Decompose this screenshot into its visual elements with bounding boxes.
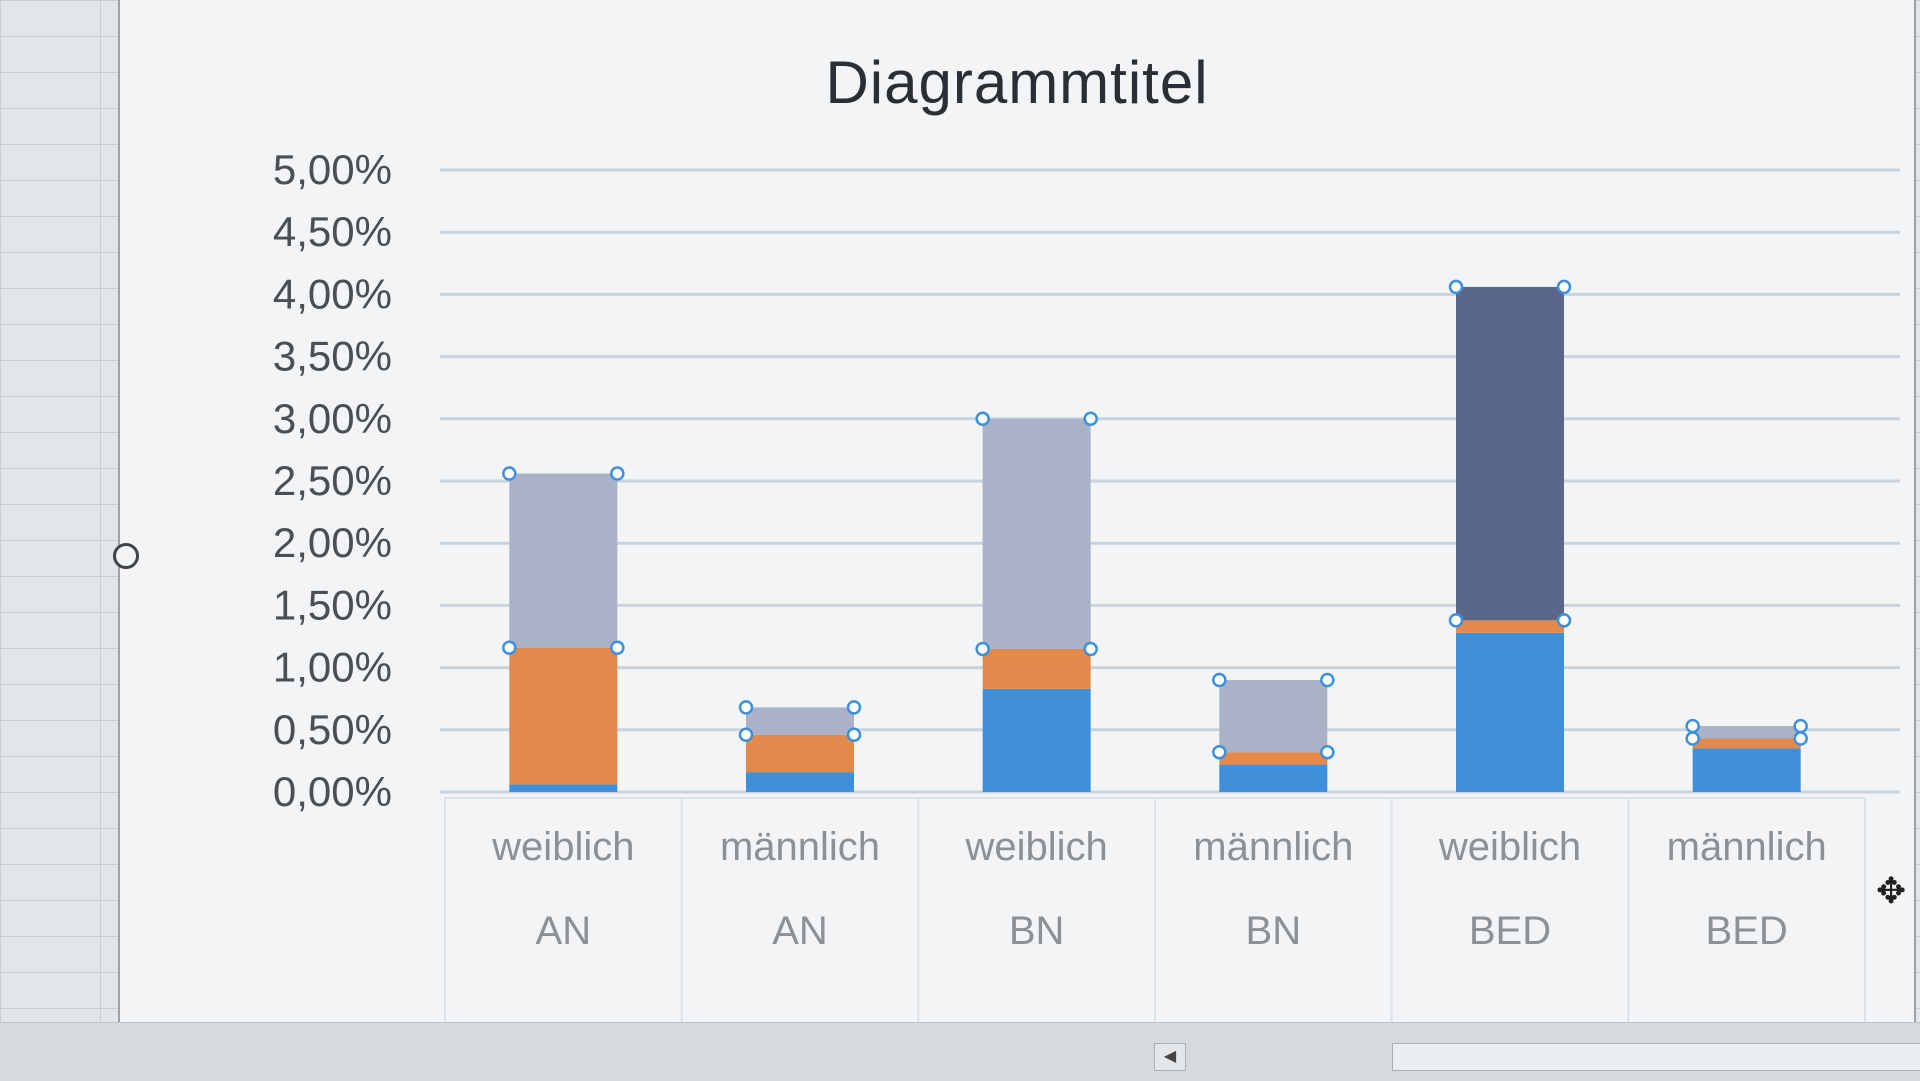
category-label: weiblich <box>491 825 634 869</box>
category-label: männlich <box>1667 825 1827 869</box>
bar-segment <box>982 648 1091 689</box>
category-group-label: BN <box>1009 909 1065 953</box>
selection-handle <box>502 466 517 481</box>
selection-handle <box>1320 744 1335 760</box>
scroll-left-arrow-icon[interactable]: ◀ <box>1154 1043 1186 1071</box>
selection-handle <box>1556 279 1572 295</box>
y-tick-label: 3,50% <box>273 333 392 380</box>
selection-handle <box>846 700 862 715</box>
y-tick-label: 2,50% <box>273 457 392 504</box>
selection-handle <box>1793 718 1808 734</box>
selection-handle <box>610 466 625 481</box>
bar-segment <box>1219 752 1328 765</box>
bar-segment <box>746 707 854 735</box>
selection-handle <box>1212 672 1227 688</box>
bar-segment <box>982 418 1091 649</box>
selection-handle <box>1556 613 1572 628</box>
y-tick-label: 0,50% <box>273 706 392 753</box>
bar-segment <box>1692 748 1801 792</box>
category-label: männlich <box>1193 825 1353 869</box>
y-tick-label: 5,00% <box>273 146 392 193</box>
category-group-label: BN <box>1246 909 1302 953</box>
category-group-label: BED <box>1469 909 1551 953</box>
horizontal-scrollbar[interactable]: ◀ <box>0 1022 1920 1081</box>
bar-segment <box>1692 726 1801 739</box>
selection-handle <box>1083 641 1098 657</box>
bar-segment <box>1456 620 1564 633</box>
y-tick-label: 3,00% <box>273 395 392 442</box>
bar-segment <box>1456 286 1564 621</box>
bar-segment <box>509 784 618 792</box>
stacked-bar-chart: 0,00% 0,50% 1,00% 1,50% 2,00% 2,50% 3,00% 3,50%… <box>273 146 1900 1022</box>
chart-resize-handle[interactable] <box>113 543 139 569</box>
selection-handle <box>610 640 625 655</box>
scroll-track[interactable] <box>1392 1043 1920 1071</box>
selection-handle <box>1793 731 1808 746</box>
bar-segment <box>1692 738 1801 749</box>
selection-handle <box>738 700 754 715</box>
chart-area[interactable]: Diagrammtitel 0,00% 0,50% 1,00% 1,50% 2,00% 2… <box>118 0 1916 1022</box>
selection-handle <box>1083 411 1098 427</box>
bar-segment <box>509 647 618 785</box>
bar-segment <box>1219 764 1328 792</box>
category-group-label: AN <box>772 909 828 953</box>
bar-segment <box>1456 632 1564 792</box>
move-cursor-icon: ✥ <box>1876 870 1907 911</box>
category-label: weiblich <box>1438 825 1581 869</box>
y-tick-label: 4,50% <box>273 208 392 255</box>
bar-segment <box>1219 680 1328 753</box>
bar-segment <box>509 473 618 648</box>
selection-handle <box>502 640 517 655</box>
selection-handle <box>975 641 990 657</box>
category-label: weiblich <box>965 825 1108 869</box>
category-label: männlich <box>720 825 880 869</box>
y-tick-label: 4,00% <box>273 270 392 317</box>
bar-segment <box>982 688 1091 792</box>
category-group-label: AN <box>536 909 592 953</box>
bar-segment <box>746 772 854 792</box>
selection-handle <box>975 411 990 427</box>
selection-handle <box>1448 613 1464 628</box>
selection-handle <box>1685 718 1700 734</box>
selection-handle <box>1685 731 1700 746</box>
category-group-label: BED <box>1706 909 1788 953</box>
selection-handle <box>1448 279 1464 295</box>
y-tick-label: 2,00% <box>273 519 392 566</box>
selection-handle <box>738 727 754 743</box>
y-tick-label: 1,50% <box>273 581 392 628</box>
y-tick-label: 1,00% <box>273 644 392 691</box>
bar-segment <box>746 734 854 773</box>
selection-handle <box>846 727 862 743</box>
selection-handle <box>1212 744 1227 760</box>
chart-title[interactable]: Diagrammtitel <box>825 49 1209 116</box>
selection-handle <box>1320 672 1335 688</box>
y-tick-label: 0,00% <box>273 768 392 815</box>
